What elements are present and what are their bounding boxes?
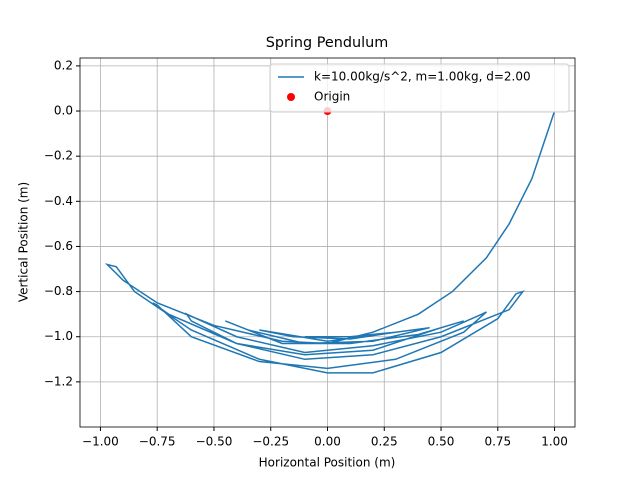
x-tick-label: 0.25 (371, 435, 398, 449)
legend-marker (287, 93, 295, 101)
chart-title: Spring Pendulum (266, 35, 389, 51)
y-tick-label: −0.4 (44, 194, 73, 208)
legend-label: k=10.00kg/s^2, m=1.00kg, d=2.00 (314, 70, 531, 84)
y-tick-label: −1.0 (44, 329, 73, 343)
legend-box (269, 63, 570, 113)
trajectory-line (104, 110, 556, 374)
x-tick-label: −0.50 (196, 435, 233, 449)
legend-label: Origin (314, 90, 350, 104)
x-tick-label: 0.00 (314, 435, 341, 449)
y-tick-label: −1.2 (44, 374, 73, 388)
x-tick-label: 1.00 (541, 435, 568, 449)
y-axis-label: Vertical Position (m) (17, 182, 31, 302)
plot-frame (79, 57, 576, 428)
y-tick-label: −0.6 (44, 239, 73, 253)
x-axis-label: Horizontal Position (m) (259, 456, 396, 470)
x-tick-label: −1.00 (82, 435, 119, 449)
x-tick-label: −0.25 (252, 435, 289, 449)
x-tick-label: 0.50 (428, 435, 455, 449)
y-tick-label: 0.2 (54, 58, 73, 72)
x-tick-label: 0.75 (484, 435, 511, 449)
y-tick-label: −0.2 (44, 149, 73, 163)
x-tick-label: −0.75 (139, 435, 176, 449)
y-tick-label: −0.8 (44, 284, 73, 298)
y-tick-label: 0.0 (54, 104, 73, 118)
